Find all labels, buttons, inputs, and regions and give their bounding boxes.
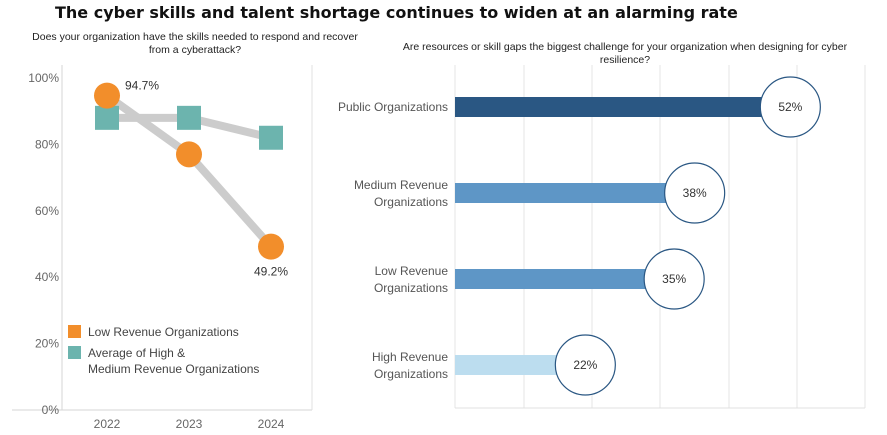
bar-category-label: High Revenue Organizations: [372, 350, 448, 381]
left-y-tick-label: 100%: [28, 71, 59, 85]
high-medium-avg-point: [177, 105, 201, 130]
left-y-tick-label: 20%: [35, 337, 59, 351]
left-x-tick-label: 2023: [176, 417, 203, 431]
bar-category-label: Medium Revenue Organizations: [354, 178, 448, 209]
bar-value-label: 38%: [683, 186, 707, 200]
bar-category-label: Public Organizations: [338, 100, 448, 114]
value-bubble: [554, 334, 616, 396]
bar-value-label: 52%: [778, 100, 802, 114]
value-bubble: [643, 248, 705, 310]
bar: [455, 97, 791, 117]
left-x-tick-label: 2022: [94, 417, 121, 431]
left-chart-subtitle: Does your organization have the skills n…: [32, 31, 358, 56]
low-revenue-point: [258, 233, 284, 260]
point-value-label: 49.2%: [254, 265, 288, 279]
high-medium-avg-point: [95, 105, 119, 130]
left-y-tick-label: 0%: [42, 403, 60, 417]
legend-swatch-high-medium: [68, 346, 81, 359]
right-chart-subtitle: Are resources or skill gaps the biggest …: [402, 41, 848, 66]
low-revenue-point: [176, 141, 202, 168]
bar: [455, 355, 586, 375]
bar: [455, 183, 695, 203]
legend-label-high-medium: Average of High & Medium Revenue Organiza…: [88, 346, 259, 376]
bar-value-label: 22%: [573, 358, 597, 372]
legend-label-low-revenue: Low Revenue Organizations: [88, 325, 239, 339]
main-title: The cyber skills and talent shortage con…: [55, 3, 738, 22]
left-y-tick-label: 60%: [35, 204, 59, 218]
bar-category-label: Low Revenue Organizations: [374, 264, 448, 295]
bar: [455, 269, 675, 289]
legend-swatch-low-revenue: [68, 325, 81, 338]
value-bubble: [664, 162, 726, 224]
bar-value-label: 35%: [662, 272, 686, 286]
left-y-tick-label: 40%: [35, 270, 59, 284]
value-bubble: [759, 76, 821, 138]
left-x-tick-label: 2024: [258, 417, 285, 431]
high-medium-avg-point: [259, 125, 283, 150]
left-y-tick-label: 80%: [35, 137, 59, 151]
point-value-label: 94.7%: [125, 79, 159, 93]
low-revenue-point: [94, 82, 120, 109]
